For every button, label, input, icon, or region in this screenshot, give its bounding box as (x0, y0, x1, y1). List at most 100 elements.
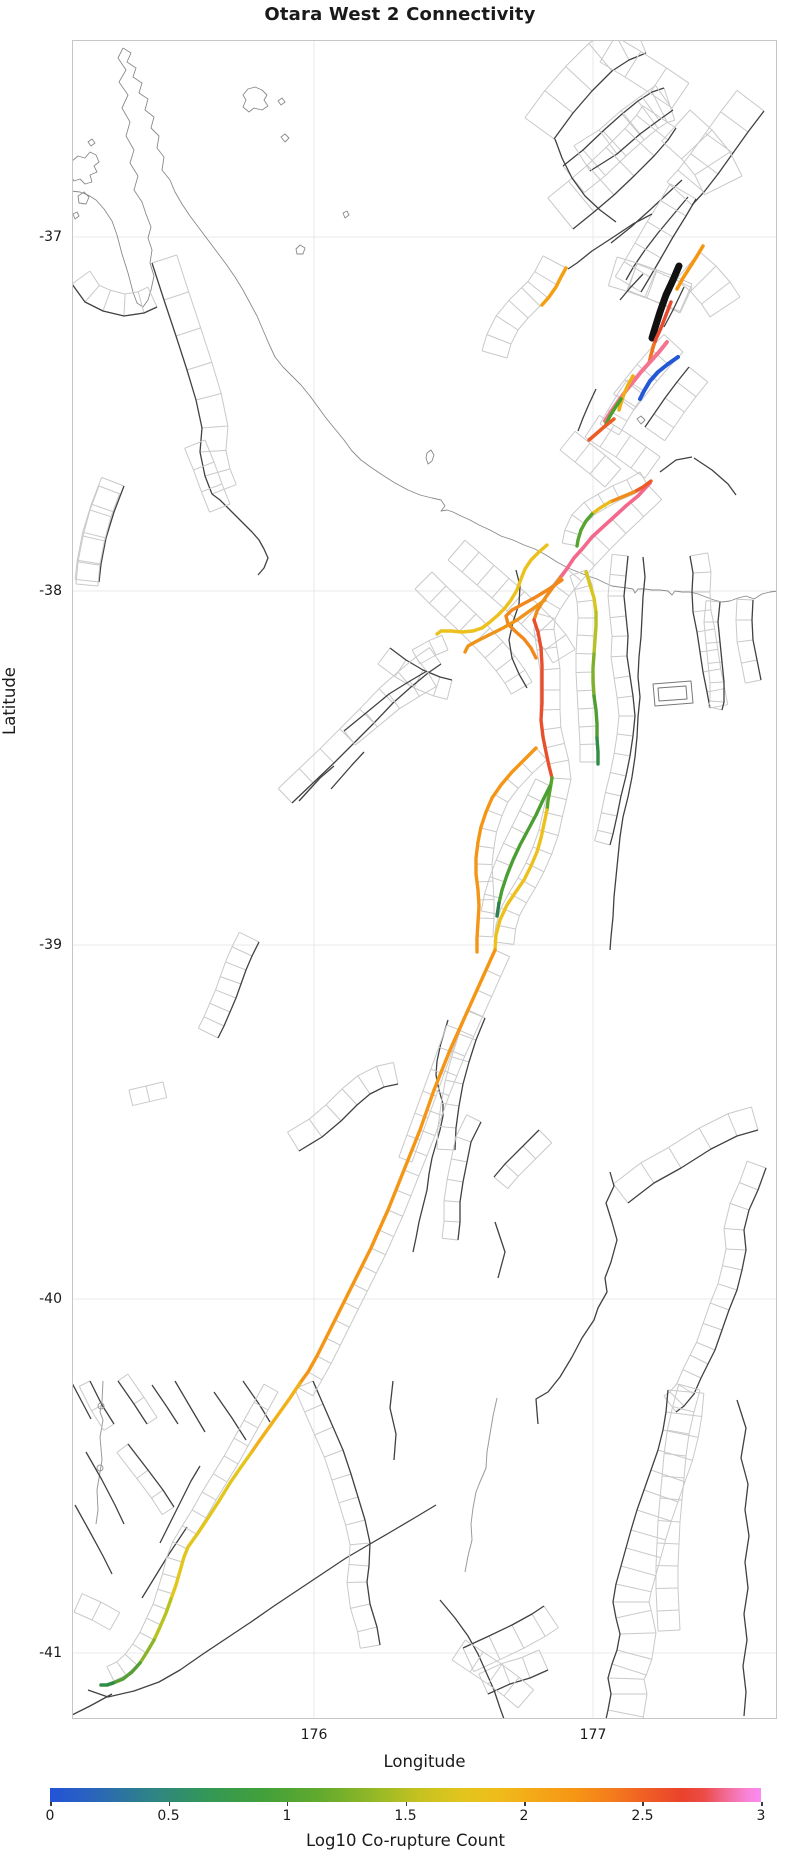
fault-section-rung (486, 809, 503, 817)
fault-section-rung (223, 1455, 239, 1465)
fault-section-rung (586, 164, 615, 196)
fault-section-rung (548, 759, 569, 765)
fault-section-rung (484, 893, 501, 899)
fault-section-rail (451, 1659, 519, 1709)
fault-trace (213, 1391, 247, 1441)
fault-section-rung (308, 1118, 323, 1138)
fault-section-rung (163, 291, 189, 301)
y-axis-label: Latitude (0, 667, 19, 735)
co-rupture-trace (495, 901, 501, 918)
fault-section-rung (409, 680, 420, 697)
fault-section-rung (79, 1380, 91, 1387)
fault-section-rung (201, 483, 223, 493)
colorbar-tick-label: 2.5 (631, 1808, 654, 1824)
fault-trace (127, 1443, 175, 1508)
fault-trace (640, 198, 697, 293)
fault-trace-loop (96, 1464, 104, 1472)
fault-section-rung (476, 565, 495, 586)
fault-section-rung (621, 113, 645, 141)
y-tick-label: -40 (39, 1291, 62, 1307)
fault-section-rung (726, 1248, 747, 1251)
fault-section-rung (527, 794, 543, 803)
coastline (72, 47, 155, 308)
fault-section-rung (508, 300, 529, 319)
fault-section-rung (117, 1373, 129, 1382)
fault-section-rung (532, 846, 552, 855)
fault-section-rung (467, 1009, 483, 1018)
fault-section-rung (451, 1056, 470, 1063)
fault-section-rung (146, 1417, 158, 1425)
fault-section-rung (535, 747, 548, 761)
fault-section-rung (667, 1389, 704, 1394)
fault-section-rail (106, 1383, 265, 1668)
fault-section-rung (692, 609, 711, 613)
colorbar-tick-label: 1 (282, 1808, 292, 1824)
fault-trace (493, 1129, 540, 1178)
fault-section-rung (441, 1102, 460, 1107)
fault-section-rung (428, 640, 437, 656)
colorbar-tick-mark (761, 1802, 763, 1806)
fault-section-rung (706, 641, 721, 644)
fault-section-rung (161, 1506, 175, 1516)
fault-section-rung (343, 1301, 359, 1310)
co-rupture-trace (504, 578, 564, 660)
fault-trace (567, 213, 653, 270)
fault-section-rung (503, 1676, 520, 1697)
fault-trace (389, 1380, 397, 1461)
fault-section-rung (331, 1473, 352, 1481)
fault-section-rung (476, 935, 494, 938)
fault-section-rung (191, 1509, 207, 1519)
fault-trace (330, 751, 365, 790)
colorbar-tick-label: 3 (756, 1808, 766, 1824)
fault-section-rung (540, 726, 561, 731)
fault-section-rung (710, 700, 725, 703)
fault-section-rung (443, 1220, 461, 1223)
fault-section-rail (277, 647, 430, 789)
fault-section-rung (447, 1178, 464, 1183)
fault-section-rung (397, 671, 412, 688)
fault-section-rung (263, 1383, 279, 1393)
coastline (122, 47, 777, 603)
fault-section-rung (611, 1663, 647, 1676)
fault-section-rung (651, 91, 668, 123)
fault-section-rail (81, 1593, 120, 1613)
fault-section-rail (620, 40, 690, 84)
fault-section-rail (573, 85, 656, 147)
fault-section-rung (147, 286, 158, 308)
co-rupture-trace (595, 736, 600, 766)
fault-section-rung (298, 768, 314, 784)
fault-section-rung (690, 265, 717, 292)
co-rupture-trace (493, 808, 549, 952)
plot-border (72, 40, 777, 1719)
fault-section-rung (481, 350, 508, 359)
map-plot-area (72, 40, 777, 1719)
fault-section-rung (394, 659, 407, 677)
fault-section-rung (411, 1149, 428, 1157)
fault-section-rung (102, 290, 111, 312)
fault-section-rung (349, 1563, 370, 1567)
colorbar-tick-label: 0.5 (157, 1808, 180, 1824)
fault-section-rung (304, 1403, 324, 1413)
fault-section-rung (466, 1114, 482, 1123)
fault-section-rung (209, 503, 231, 513)
fault-section-rung (157, 1588, 174, 1595)
fault-section-rung (696, 1341, 716, 1351)
fault-section-rung (388, 693, 400, 709)
fault-section-rung (552, 648, 576, 664)
fault-section-rung (615, 435, 631, 458)
fault-section-rail (355, 686, 437, 746)
fault-trace (85, 1451, 125, 1525)
fault-section-rail (441, 1114, 468, 1239)
fault-trace (298, 1083, 399, 1152)
fault-section-rung (493, 793, 509, 803)
fault-section-rung (689, 552, 708, 557)
fault-section-rung (433, 676, 441, 697)
fault-section-rung (640, 1162, 655, 1184)
fault-trace (141, 1526, 188, 1599)
fault-section-rung (682, 1369, 702, 1379)
co-rupture-trace (632, 479, 653, 494)
fault-section-rung (495, 315, 519, 331)
fault-section-rung (565, 66, 593, 92)
fault-section-rung (604, 468, 622, 488)
fault-section-rung (72, 270, 91, 285)
